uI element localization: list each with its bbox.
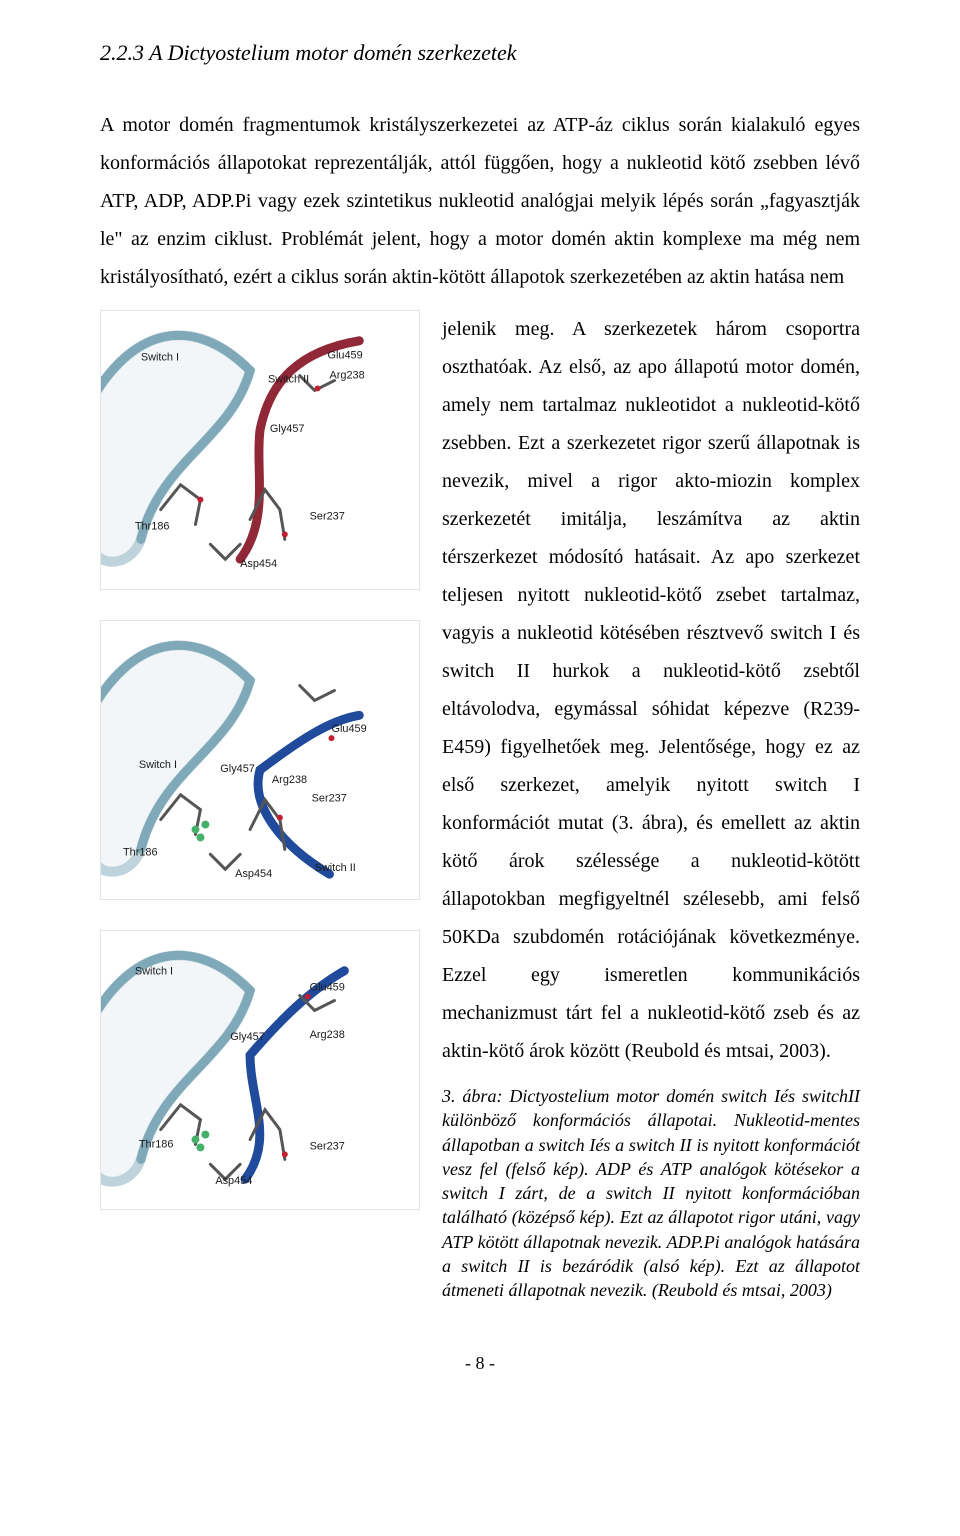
svg-text:Gly457: Gly457 (270, 423, 305, 435)
figure-caption: 3. ábra: Dictyostelium motor domén switc… (442, 1084, 860, 1303)
svg-text:Asp454: Asp454 (215, 1175, 252, 1187)
svg-text:Switch I: Switch I (141, 352, 179, 364)
svg-text:Gly457: Gly457 (230, 1031, 265, 1043)
protein-structure-icon: Switch I Switch II Glu459 Arg238 Gly457 … (101, 621, 419, 899)
intro-paragraph: A motor domén fragmentumok kristályszerk… (100, 106, 860, 296)
svg-text:Switch II: Switch II (268, 373, 309, 385)
svg-text:Ser237: Ser237 (310, 1140, 345, 1152)
svg-text:Glu459: Glu459 (310, 982, 345, 994)
protein-structure-icon: Switch I Glu459 Arg238 Gly457 Thr186 Ser… (101, 931, 419, 1209)
svg-text:Asp454: Asp454 (235, 868, 272, 880)
svg-text:Switch I: Switch I (135, 966, 173, 978)
protein-structure-icon: Switch I Switch II Glu459 Arg238 Gly457 … (101, 311, 419, 589)
svg-text:Switch II: Switch II (315, 862, 356, 874)
page-number: - 8 - (100, 1353, 860, 1374)
section-heading: 2.2.3 A Dictyostelium motor domén szerke… (100, 40, 860, 66)
svg-text:Thr186: Thr186 (139, 1138, 174, 1150)
svg-text:Arg238: Arg238 (272, 774, 307, 786)
svg-text:Switch I: Switch I (139, 759, 177, 771)
text-column: jelenik meg. A szerkezetek három csoport… (442, 310, 860, 1303)
svg-text:Gly457: Gly457 (220, 763, 255, 775)
svg-text:Asp454: Asp454 (240, 558, 277, 570)
figure-text-row: Switch I Switch II Glu459 Arg238 Gly457 … (100, 310, 860, 1303)
figure-column: Switch I Switch II Glu459 Arg238 Gly457 … (100, 310, 420, 1303)
svg-text:Ser237: Ser237 (310, 511, 345, 523)
svg-text:Ser237: Ser237 (312, 793, 347, 805)
figure-panel-3: Switch I Glu459 Arg238 Gly457 Thr186 Ser… (100, 930, 420, 1210)
svg-text:Glu459: Glu459 (328, 350, 363, 362)
figure-panel-1: Switch I Switch II Glu459 Arg238 Gly457 … (100, 310, 420, 590)
svg-text:Arg238: Arg238 (330, 370, 365, 382)
svg-text:Arg238: Arg238 (310, 1029, 345, 1041)
side-paragraph: jelenik meg. A szerkezetek három csoport… (442, 310, 860, 1070)
svg-text:Glu459: Glu459 (331, 723, 366, 735)
figure-panel-2: Switch I Switch II Glu459 Arg238 Gly457 … (100, 620, 420, 900)
svg-text:Thr186: Thr186 (123, 846, 158, 858)
svg-text:Thr186: Thr186 (135, 520, 170, 532)
